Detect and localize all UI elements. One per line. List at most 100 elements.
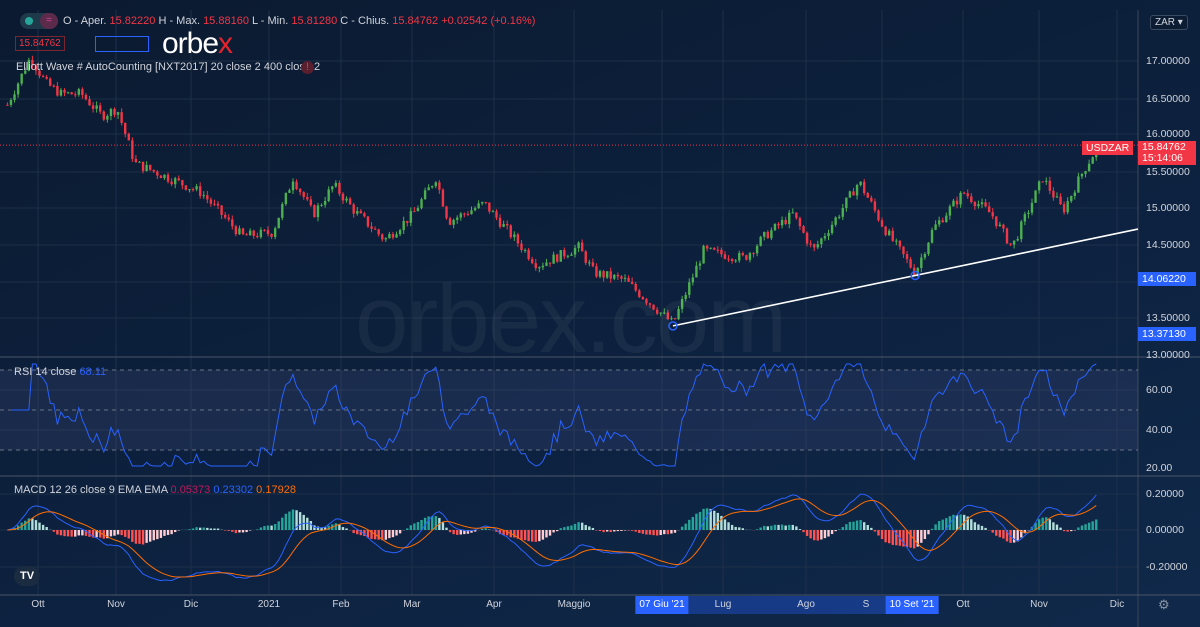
- macd-histogram-bar: [895, 530, 898, 546]
- ask-price-box[interactable]: [95, 36, 149, 52]
- macd-histogram-bar: [173, 530, 177, 533]
- candle-body: [427, 187, 430, 191]
- macd-histogram-bar: [95, 530, 98, 538]
- macd-line: [7, 493, 1097, 582]
- candle-body: [741, 253, 745, 256]
- candle-body: [559, 250, 562, 262]
- macd-histogram-bar: [941, 519, 944, 530]
- candle-body: [973, 202, 977, 207]
- tradingview-logo-icon[interactable]: TV: [14, 566, 40, 586]
- candle-body: [798, 218, 802, 227]
- macd-histogram-bar: [202, 527, 205, 530]
- macd-histogram-bar: [991, 530, 994, 533]
- macd-histogram-bar: [259, 527, 263, 530]
- candle-body: [166, 174, 170, 182]
- candle-body: [591, 262, 595, 267]
- macd-histogram-bar: [534, 530, 537, 542]
- candle-body: [588, 262, 591, 264]
- macd-histogram-bar: [227, 530, 230, 531]
- candle-body: [63, 89, 66, 93]
- candle-body: [548, 262, 552, 264]
- macd-histogram-bar: [1059, 527, 1062, 530]
- macd-histogram-bar: [877, 530, 880, 536]
- macd-histogram-bar: [634, 530, 637, 532]
- macd-histogram-bar: [552, 530, 555, 533]
- macd-histogram-bar: [738, 527, 741, 530]
- macd-histogram-bar: [580, 522, 584, 530]
- candle-body: [738, 253, 741, 261]
- rsi-tick: 60.00: [1146, 384, 1173, 396]
- macd-histogram-bar: [855, 520, 859, 530]
- macd-histogram-bar: [381, 530, 384, 541]
- candle-body: [530, 259, 534, 264]
- time-tick: Feb: [332, 599, 350, 610]
- macd-histogram-bar: [838, 529, 841, 530]
- time-tick: Lug: [714, 599, 732, 610]
- macd-histogram-bar: [902, 530, 905, 547]
- macd-histogram-bar: [927, 530, 930, 535]
- candle-body: [298, 189, 302, 193]
- macd-histogram-bar: [145, 530, 148, 543]
- macd-histogram-bar: [863, 522, 866, 530]
- candle-body: [377, 229, 380, 235]
- macd-histogram-bar: [45, 527, 48, 530]
- macd-histogram-bar: [56, 530, 59, 535]
- x-highlight-tag: 10 Set '21: [885, 596, 939, 614]
- candle-body: [1002, 224, 1005, 229]
- chevron-down-icon: ▾: [1177, 17, 1183, 28]
- candle-body: [613, 274, 616, 279]
- candle-body: [870, 197, 873, 202]
- macd-histogram-bar: [159, 530, 163, 538]
- macd-histogram-bar: [627, 530, 630, 531]
- candle-body: [1005, 228, 1009, 244]
- candle-body: [248, 230, 252, 236]
- macd-histogram-bar: [463, 530, 466, 535]
- candle-body: [605, 271, 609, 278]
- macd-histogram-bar: [473, 530, 477, 532]
- candle-body: [1034, 190, 1037, 203]
- candle-body: [277, 217, 280, 229]
- visibility-toggle[interactable]: =: [20, 13, 58, 29]
- macd-histogram-bar: [156, 530, 159, 540]
- candle-body: [527, 249, 530, 260]
- candle-body: [473, 208, 477, 211]
- candle-body: [445, 206, 448, 219]
- candle-body: [24, 70, 27, 74]
- bid-price-box[interactable]: 15.84762: [15, 36, 65, 51]
- macd-histogram-bar: [841, 527, 844, 530]
- macd-histogram-bar: [516, 530, 520, 539]
- candle-body: [791, 212, 794, 214]
- macd-histogram-bar: [113, 530, 116, 536]
- candle-body: [477, 203, 480, 209]
- macd-histogram-bar: [802, 530, 805, 533]
- macd-histogram-bar: [423, 517, 427, 530]
- candle-body: [920, 257, 923, 268]
- candle-body: [923, 253, 927, 258]
- macd-histogram-bar: [970, 519, 973, 530]
- candle-body: [409, 211, 413, 223]
- macd-histogram-bar: [638, 530, 641, 533]
- settings-gear-icon[interactable]: ⚙: [1158, 597, 1170, 612]
- macd-histogram-bar: [727, 522, 730, 530]
- candle-body: [534, 263, 537, 269]
- macd-histogram-bar: [298, 512, 302, 530]
- macd-histogram-bar: [945, 518, 948, 530]
- macd-histogram-bar: [1052, 522, 1055, 530]
- currency-select[interactable]: ZAR ▾: [1150, 15, 1188, 30]
- candle-body: [984, 202, 987, 207]
- macd-histogram-bar: [955, 515, 959, 530]
- macd-histogram-bar: [834, 530, 837, 532]
- candle-body: [256, 235, 259, 238]
- warning-icon[interactable]: !: [301, 61, 314, 74]
- macd-histogram-bar: [281, 517, 284, 530]
- candle-body: [316, 205, 320, 218]
- candle-body: [873, 201, 877, 211]
- candle-body: [645, 299, 648, 304]
- macd-histogram-bar: [295, 510, 298, 530]
- candle-body: [291, 181, 295, 191]
- macd-histogram-bar: [213, 528, 216, 530]
- candle-body: [459, 213, 462, 218]
- candle-body: [623, 277, 627, 279]
- candle-body: [516, 234, 520, 244]
